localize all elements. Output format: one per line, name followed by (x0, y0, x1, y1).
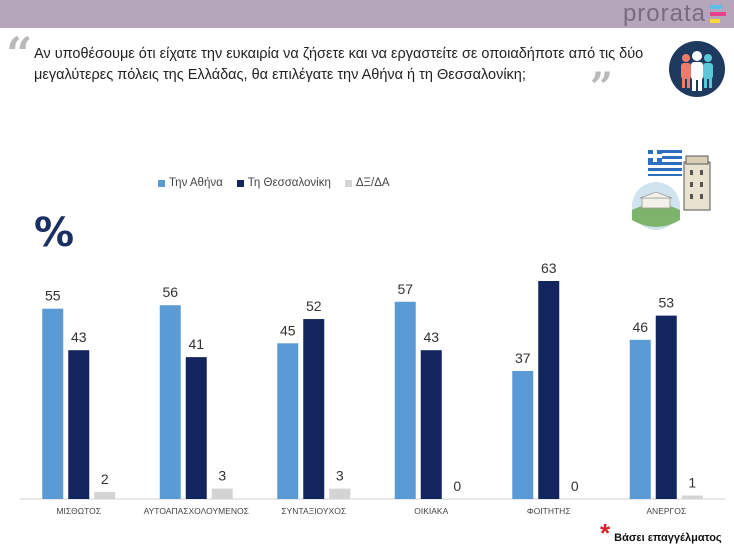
data-label-dkna: 0 (571, 478, 579, 494)
data-label-thessaloniki: 43 (71, 329, 87, 345)
data-label-athens: 56 (162, 284, 178, 300)
data-label-thessaloniki: 43 (423, 329, 439, 345)
legend-label-thessaloniki: Τη Θεσσαλονίκη (247, 177, 331, 189)
quote-close-icon: ” (590, 64, 614, 111)
legend-label-dkna: ΔΞ/ΔΑ (355, 177, 390, 189)
quote-open-icon: “ (6, 27, 33, 81)
x-tick-label: ΑΥΤΟΑΠΑΣΧΟΛΟΥΜΕΝΟΣ (144, 506, 249, 516)
x-tick-label: ΣΥΝΤΑΞΙΟΥΧΟΣ (281, 506, 346, 516)
data-label-athens: 46 (632, 319, 648, 335)
x-tick-label: ΦΟΙΤΗΤΗΣ (527, 506, 571, 516)
data-label-athens: 57 (397, 281, 413, 297)
data-label-dkna: 3 (336, 468, 344, 484)
data-label-dkna: 3 (218, 468, 226, 484)
brand-mark-icon (710, 5, 726, 23)
bar-athens (42, 308, 64, 499)
legend-item-dkna: ΔΞ/ΔΑ (344, 177, 390, 189)
question-text: Αν υποθέσουμε ότι είχατε την ευκαιρία να… (34, 46, 644, 83)
legend-item-thessaloniki: Τη Θεσσαλονίκη (236, 177, 331, 189)
x-tick-label: ΑΝΕΡΓΟΣ (646, 506, 686, 516)
brand-name: prorata (622, 0, 706, 27)
legend-label-athens: Την Αθήνα (169, 177, 223, 189)
brand-logo: prorata (623, 0, 726, 28)
footnote-text: Βάσει επαγγέλματος (614, 532, 722, 544)
bar-thessaloniki (185, 357, 207, 499)
bar-athens (512, 370, 534, 499)
bar-dkna (681, 495, 703, 499)
legend-swatch-dkna (344, 179, 352, 187)
data-label-thessaloniki: 53 (658, 295, 674, 311)
data-label-athens: 37 (515, 350, 531, 366)
footnote: * Βάσει επαγγέλματος (600, 518, 722, 548)
data-label-dkna: 0 (453, 478, 461, 494)
acropolis-icon (632, 182, 680, 230)
header-bar (0, 0, 734, 28)
bar-thessaloniki (655, 315, 677, 499)
bar-chart: 55 43 2 ΜΙΣΘΩΤΟΣ 56 41 3 ΑΥΤΟΑΠΑΣΧΟΛΟΥΜΕΝΟΣ 45 52… (20, 260, 725, 516)
legend-item-athens: Την Αθήνα (158, 177, 223, 189)
greek-flag-icon (648, 150, 682, 176)
bar-thessaloniki (68, 350, 90, 499)
cities-illustration (632, 150, 711, 230)
data-label-thessaloniki: 52 (306, 298, 322, 314)
bar-dkna (94, 492, 116, 499)
data-label-dkna: 2 (101, 471, 109, 487)
bar-dkna (211, 488, 233, 499)
bar-athens (159, 305, 181, 499)
bar-athens (629, 339, 651, 499)
legend-swatch-thessaloniki (236, 179, 244, 187)
bar-athens (394, 301, 416, 499)
x-tick-label: ΜΙΣΘΩΤΟΣ (56, 506, 101, 516)
white-tower-icon (683, 155, 711, 211)
percent-unit-label: % (34, 210, 75, 256)
data-label-athens: 55 (45, 288, 61, 304)
data-label-dkna: 1 (688, 475, 696, 491)
footnote-asterisk-icon: * (600, 518, 611, 548)
data-label-thessaloniki: 63 (541, 260, 557, 276)
bar-athens (277, 343, 299, 499)
data-label-athens: 45 (280, 322, 296, 338)
chart-legend: Την Αθήνα Τη Θεσσαλονίκη ΔΞ/ΔΑ (158, 177, 390, 189)
data-label-thessaloniki: 41 (188, 336, 204, 352)
bar-dkna (329, 488, 351, 499)
people-icon (669, 41, 725, 97)
bar-thessaloniki (303, 319, 325, 499)
legend-swatch-athens (158, 179, 165, 187)
x-tick-label: ΟΙΚΙΑΚΑ (414, 506, 448, 516)
bar-thessaloniki (538, 281, 560, 499)
bar-thessaloniki (420, 350, 442, 499)
